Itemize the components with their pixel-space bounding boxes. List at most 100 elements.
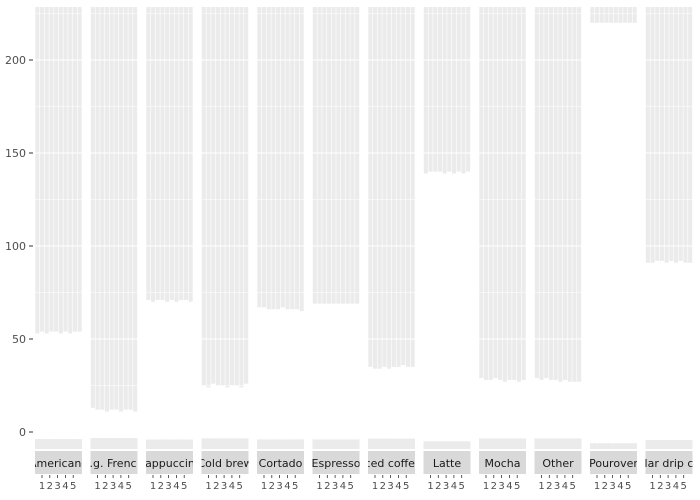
lower-panel-mark (331, 438, 336, 440)
lower-panel-mark (345, 438, 351, 440)
x-tick-label: 1 (150, 481, 156, 492)
bar (511, 379, 517, 433)
bar (538, 379, 545, 433)
y-tick-label: 100 (5, 240, 26, 253)
x-tick-label: 4 (395, 481, 401, 492)
x-tick-label: 2 (47, 481, 53, 492)
x-tick-label: 3 (165, 481, 171, 492)
x-tick-label: 4 (173, 481, 179, 492)
x-tick-label: 5 (681, 481, 687, 492)
x-tick-label: 2 (269, 481, 275, 492)
facet-panel: Cappuccino 1 2 3 4 5 (137, 7, 201, 492)
lower-panel (368, 438, 415, 449)
bar (456, 171, 462, 433)
facet-strip-label: Cappuccino (137, 457, 201, 470)
bar (67, 333, 73, 433)
bar (132, 411, 138, 433)
facet-strip-label: Latte (433, 457, 461, 470)
lower-panel-mark (169, 438, 175, 440)
lower-panel-mark (391, 438, 397, 439)
x-tick-label: 5 (459, 481, 465, 492)
bar (299, 311, 304, 433)
lower-panel-mark (456, 438, 462, 442)
x-tick-label: 4 (340, 481, 346, 492)
x-tick-label: 2 (158, 481, 164, 492)
bar (613, 22, 619, 434)
x-tick-label: 2 (435, 481, 441, 492)
x-tick-label: 1 (427, 481, 433, 492)
bar (188, 301, 193, 433)
lower-panel-mark (683, 438, 688, 441)
bar (173, 301, 180, 433)
facet-panel: Iced coffee 1 2 3 4 5 (361, 7, 422, 492)
bar-series (534, 378, 582, 433)
bar (460, 173, 467, 433)
lower-panel-mark (659, 438, 665, 441)
x-tick-label: 2 (602, 481, 608, 492)
bar (562, 379, 568, 433)
bar (205, 387, 212, 433)
x-tick-label: 3 (332, 481, 338, 492)
x-tick-label: 5 (348, 481, 354, 492)
lower-panel-mark (396, 438, 401, 439)
lower-panel-mark (340, 438, 346, 440)
x-tick-label: 5 (403, 481, 409, 492)
y-tick-label: 200 (5, 54, 26, 67)
bar (90, 407, 96, 433)
lower-panel-mark (432, 438, 438, 442)
x-tick-label: 5 (514, 481, 520, 492)
bar (316, 303, 323, 433)
lower-panel-mark (410, 438, 415, 439)
lower-panel-mark (669, 438, 674, 441)
lower-panel-mark (35, 438, 40, 440)
facet-strip-label: Americano (29, 457, 88, 470)
x-tick-label: 4 (451, 481, 457, 492)
x-tick-label: 4 (118, 481, 124, 492)
lower-panel (35, 438, 82, 449)
x-tick-label: 3 (554, 481, 560, 492)
lower-panel-mark (428, 438, 433, 442)
bar (201, 385, 207, 433)
bar (386, 368, 392, 433)
x-tick-label: 3 (54, 481, 60, 492)
lower-panel-mark (317, 438, 322, 440)
lower-panel (479, 438, 526, 449)
bar (442, 173, 448, 433)
bar (617, 22, 624, 434)
lower-panel-mark (664, 438, 669, 441)
x-tick-label: 2 (102, 481, 108, 492)
facet-strip-label: Pourover (589, 457, 638, 470)
bar (557, 381, 563, 433)
lower-panel-mark (280, 438, 286, 440)
bar (548, 379, 554, 433)
lower-panel-mark (613, 438, 619, 444)
x-tick-label: 4 (62, 481, 68, 492)
lower-panel-mark (673, 438, 679, 441)
bar (113, 409, 119, 433)
bar (423, 173, 429, 433)
bar (178, 299, 184, 433)
facet-strip (312, 451, 360, 474)
lower-panel (645, 438, 693, 449)
bar (506, 379, 513, 433)
lower-panel-mark (451, 438, 457, 442)
bar (567, 381, 573, 433)
lower-panel-mark (354, 438, 360, 440)
lower-panel-mark (266, 438, 272, 440)
facet-panel: Americano 1 2 3 4 5 (29, 7, 88, 492)
bar (48, 331, 55, 433)
facet-strip-label: Iced coffee (361, 457, 422, 470)
x-tick-label: 1 (649, 481, 655, 492)
facet-strip (368, 451, 415, 474)
lower-panel-mark (632, 438, 637, 444)
bar (146, 299, 151, 433)
bar (654, 260, 660, 433)
bar (400, 365, 406, 433)
x-tick-label: 2 (213, 481, 219, 492)
bar (659, 260, 665, 433)
lower-panel-mark (183, 438, 189, 440)
x-tick-label: 3 (665, 481, 671, 492)
bar (183, 299, 189, 433)
bar (446, 171, 452, 433)
